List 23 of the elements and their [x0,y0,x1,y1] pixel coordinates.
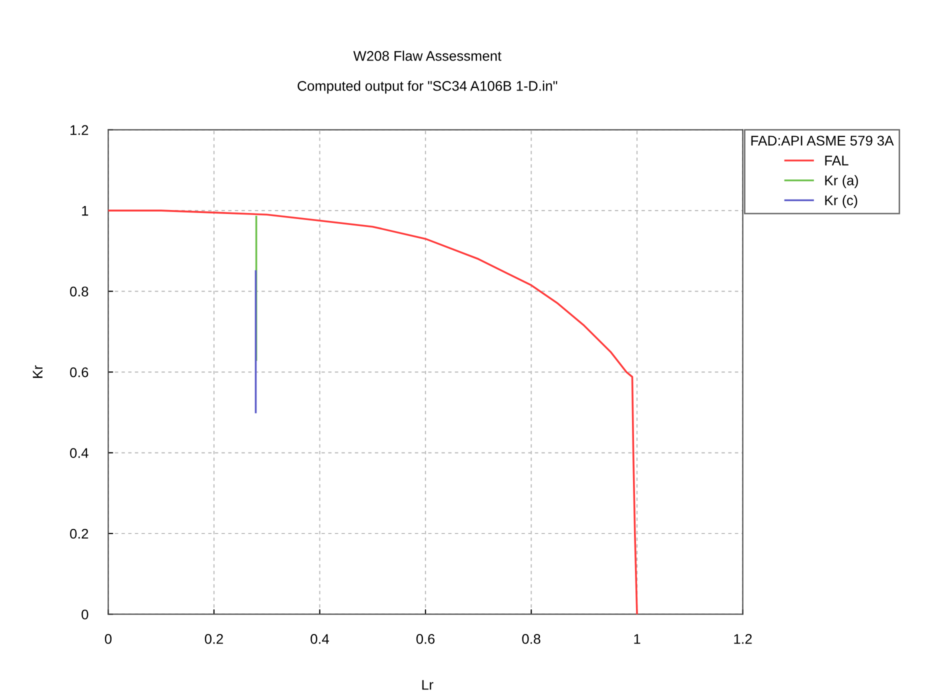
x-tick-label: 1.2 [734,634,752,644]
x-tick-label: 0.2 [204,634,223,644]
y-tick-label: 0.8 [70,286,88,296]
legend-label: FAL [825,156,848,166]
legend-label: Kr (a) [825,175,858,188]
y-tick-label: 0 [82,610,88,620]
y-tick-label: 0.4 [70,448,88,458]
y-tick-label: 1 [82,206,88,216]
y-axis-title: Kr [32,365,42,378]
x-tick-label: 0 [104,634,112,644]
x-tick-label: 0.6 [416,634,435,644]
y-tick-label: 1.2 [70,125,88,135]
line-series [108,210,638,614]
chart-subtitle: Computed output for "SC34 A106B 1-D.in" [298,80,558,94]
chart-title: W208 Flaw Assessment [353,50,502,61]
y-tick-label: 0.6 [70,367,88,378]
x-tick-label: 0.8 [522,634,540,644]
legend-label: Kr (c) [825,195,858,208]
x-tick-label: 1 [634,634,640,644]
legend-title: FAD:API ASME 579 3A [751,136,894,146]
x-tick-label: 0.4 [310,634,329,644]
x-axis-title: Lr [422,680,434,690]
y-tick-label: 0.2 [70,528,88,539]
